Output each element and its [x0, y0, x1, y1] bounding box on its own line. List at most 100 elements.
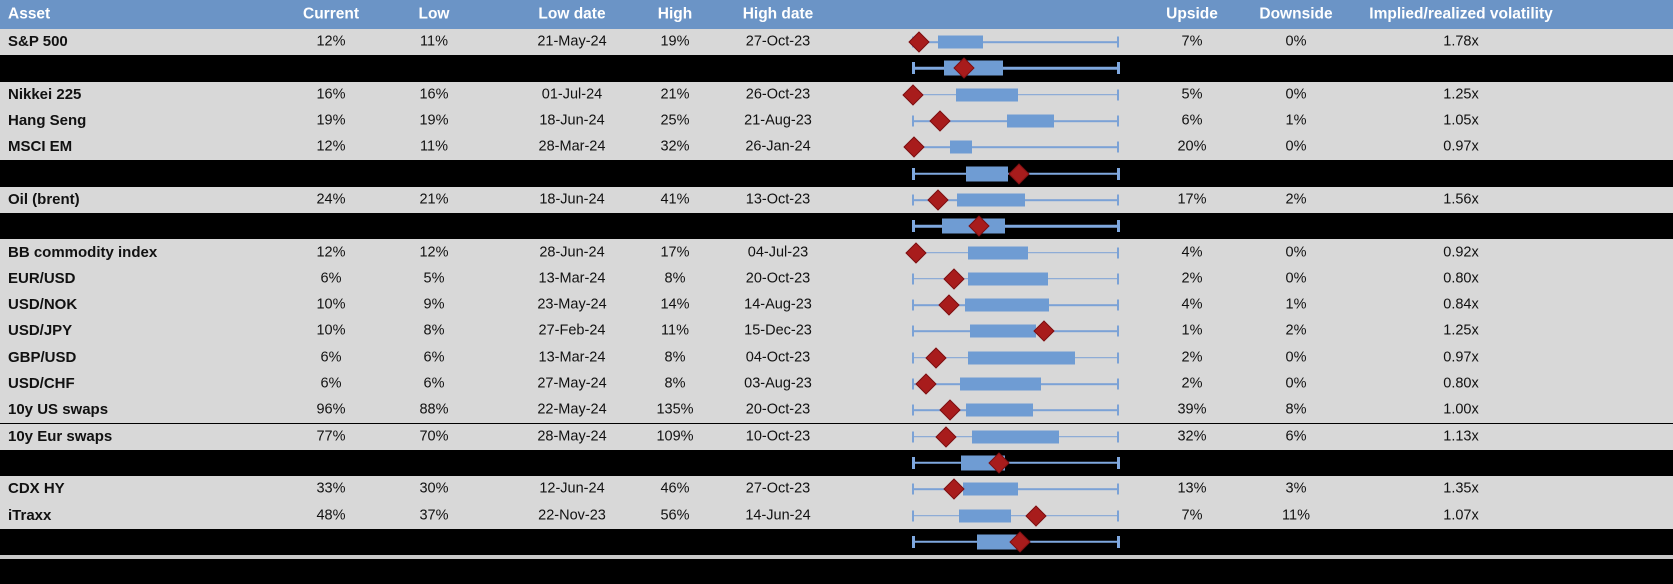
current-level-diamond-icon: [908, 31, 930, 53]
current-level-diamond-icon: [1025, 504, 1047, 527]
whisker-cap-high: [1117, 273, 1119, 285]
quartile-box: [966, 403, 1033, 417]
high-cell: 41%: [660, 191, 690, 208]
current-cell: 12%: [316, 244, 346, 261]
high-cell: 32%: [660, 139, 690, 156]
low-date-cell: 22-May-24: [537, 402, 607, 419]
current-level-diamond-icon: [935, 426, 957, 448]
implied-realized-cell: 1.56x: [1443, 191, 1479, 208]
high-cell: 135%: [656, 402, 694, 419]
high-date-cell: 20-Oct-23: [745, 402, 811, 419]
current-cell: 6%: [320, 349, 342, 366]
high-cell: 17%: [660, 244, 690, 261]
table-row: 10y US swaps 96% 88% 22-May-24 135% 20-Oct-23…: [0, 397, 1673, 424]
implied-realized-cell: 0.84x: [1443, 296, 1479, 313]
downside-cell: 11%: [1282, 507, 1310, 524]
high-date-cell: 27-Oct-23: [745, 480, 811, 497]
column-header-asset: Asset: [8, 4, 51, 22]
current-level-diamond-icon: [903, 136, 925, 158]
range-whisker: [913, 146, 1118, 149]
low-cell: 6%: [423, 349, 445, 366]
implied-realized-cell: 1.07x: [1443, 507, 1479, 524]
whisker-cap-high: [1117, 352, 1119, 364]
current-cell: 16%: [316, 86, 346, 103]
column-header-low-date: Low date: [538, 4, 606, 22]
whisker-cap-high: [1117, 89, 1119, 101]
current-level-diamond-icon: [915, 373, 937, 395]
whisker-cap-high: [1117, 483, 1119, 495]
quartile-box: [976, 534, 1023, 550]
high-cell: 19%: [660, 33, 690, 50]
low-date-cell: 13-Mar-24: [538, 270, 606, 287]
quartile-box: [957, 193, 1025, 207]
whisker-cap-low: [912, 194, 914, 206]
whisker-cap-high: [1117, 247, 1119, 259]
table-row: Oil (brent) 24% 21% 18-Jun-24 41% 13-Oct-23 17…: [0, 186, 1673, 214]
asset-cell: Oil (brent): [8, 191, 80, 209]
downside-cell: 0%: [1285, 270, 1307, 287]
quartile-box: [960, 377, 1042, 391]
implied-realized-cell: 1.05x: [1443, 112, 1479, 129]
quartile-box: [937, 35, 983, 49]
low-cell: 12%: [419, 244, 449, 261]
current-level-diamond-icon: [924, 347, 947, 369]
whisker-cap-low: [912, 431, 914, 443]
quartile-box: [972, 430, 1059, 444]
column-header-upside: Upside: [1166, 4, 1218, 22]
upside-cell: 4%: [1181, 244, 1203, 261]
low-date-cell: 27-Feb-24: [538, 323, 606, 340]
upside-cell: 20%: [1177, 139, 1207, 156]
downside-cell: 0%: [1285, 349, 1307, 366]
high-date-cell: 26-Oct-23: [745, 86, 811, 103]
table-row: GBP/USD 6% 6% 13-Mar-24 8% 04-Oct-23 2% 0% 0.97x: [0, 344, 1673, 371]
implied-realized-cell: 1.13x: [1443, 428, 1479, 445]
low-cell: 16%: [419, 86, 449, 103]
implied-realized-cell: 1.78x: [1443, 33, 1479, 50]
column-header-high: High: [657, 4, 693, 22]
upside-cell: 7%: [1181, 507, 1203, 524]
quartile-box: [966, 166, 1009, 182]
quartile-box: [1007, 114, 1055, 128]
column-header-high-date: High date: [742, 4, 814, 22]
table-row: BB commodity index 12% 12% 28-Jun-24 17% 04-J…: [0, 239, 1673, 266]
high-date-cell: 14-Aug-23: [744, 296, 812, 313]
implied-realized-cell: 0.92x: [1443, 244, 1479, 261]
whisker-cap-low: [912, 115, 914, 127]
high-cell: 21%: [660, 86, 690, 103]
low-date-cell: 12-Jun-24: [539, 480, 605, 497]
asset-cell: USD/JPY: [8, 322, 73, 340]
upside-cell: 2%: [1181, 270, 1203, 287]
whisker-cap-high: [1117, 299, 1119, 311]
range-whisker: [913, 514, 1118, 517]
downside-cell: 2%: [1285, 323, 1307, 340]
downside-cell: 3%: [1285, 480, 1307, 497]
whisker-cap-high: [1117, 404, 1119, 416]
implied-realized-cell: 1.35x: [1443, 480, 1479, 497]
current-cell: 10%: [316, 323, 346, 340]
implied-realized-cell: 1.00x: [1443, 402, 1479, 419]
current-level-diamond-icon: [943, 478, 965, 500]
low-date-cell: 21-May-24: [537, 33, 607, 50]
downside-cell: 2%: [1285, 191, 1307, 208]
upside-cell: 5%: [1181, 86, 1203, 103]
whisker-cap-high: [1117, 194, 1119, 206]
asset-cell: EUR/USD: [8, 269, 76, 287]
current-level-diamond-icon: [926, 189, 949, 211]
low-cell: 8%: [423, 323, 445, 340]
high-cell: 46%: [660, 480, 690, 497]
high-date-cell: 27-Oct-23: [745, 33, 811, 50]
current-cell: 12%: [316, 139, 346, 156]
separator-row: [0, 213, 1673, 240]
footer-band: [0, 559, 1673, 584]
downside-cell: 0%: [1285, 86, 1307, 103]
table-row: EUR/USD 6% 5% 13-Mar-24 8% 20-Oct-23 2% 0% 0.80x: [0, 265, 1673, 292]
whisker-cap-high: [1117, 378, 1119, 390]
asset-cell: 10y US swaps: [8, 401, 109, 419]
high-date-cell: 15-Dec-23: [744, 323, 812, 340]
column-header-downside: Downside: [1259, 4, 1333, 22]
whisker-cap-high: [1117, 141, 1119, 153]
low-cell: 19%: [419, 112, 449, 129]
low-date-cell: 28-Mar-24: [538, 139, 606, 156]
range-whisker: [913, 224, 1118, 228]
column-header-implied-realized: Implied/realized volatility: [1369, 4, 1553, 22]
